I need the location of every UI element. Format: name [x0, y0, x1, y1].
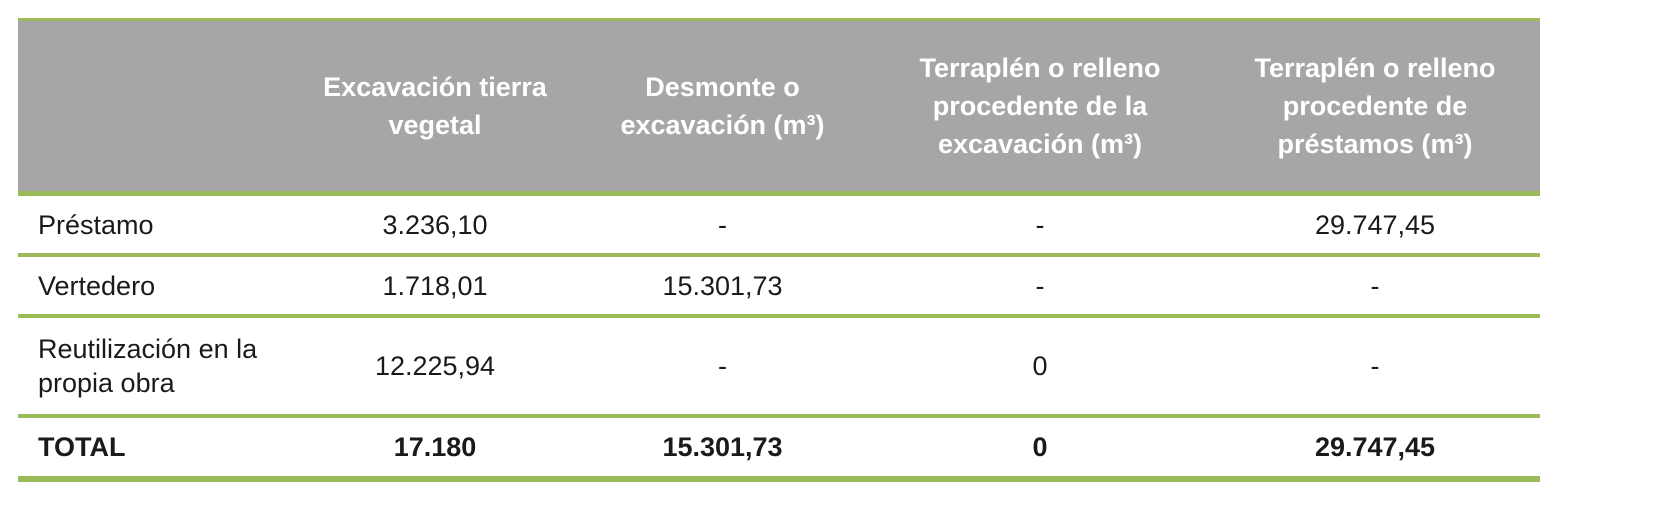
column-header: Terraplén o relleno procedente de la exc…: [870, 18, 1210, 196]
row-label: Reutilización en la propia obra: [18, 316, 295, 418]
row-label: Préstamo: [18, 193, 295, 257]
column-header: Terraplén o relleno procedente de présta…: [1210, 18, 1540, 196]
cell: 3.236,10: [295, 193, 575, 257]
cell: 15.301,73: [575, 416, 870, 482]
table-row: Reutilización en la propia obra 12.225,94…: [18, 316, 1540, 418]
cell: -: [1210, 255, 1540, 318]
cell: -: [575, 316, 870, 418]
header-corner: [18, 18, 295, 196]
cell: -: [1210, 316, 1540, 418]
data-table: Excavación tierra vegetal Desmonte o exca…: [18, 18, 1540, 482]
cell: 15.301,73: [575, 255, 870, 318]
cell: 0: [870, 316, 1210, 418]
total-row: TOTAL 17.180 15.301,73 0 29.747,45: [18, 416, 1540, 482]
table-row: Préstamo 3.236,10- -29.747,45: [18, 193, 1540, 257]
cell: 12.225,94: [295, 316, 575, 418]
cell: -: [870, 255, 1210, 318]
cell: 1.718,01: [295, 255, 575, 318]
column-header: Desmonte o excavación (m³): [575, 18, 870, 196]
cell: -: [575, 193, 870, 257]
cell: -: [870, 193, 1210, 257]
cell: 17.180: [295, 416, 575, 482]
row-label: Vertedero: [18, 255, 295, 318]
cell: 29.747,45: [1210, 416, 1540, 482]
row-label: TOTAL: [18, 416, 295, 482]
table-body: Préstamo 3.236,10- -29.747,45 Vertedero 1.71…: [18, 193, 1540, 482]
header-row: Excavación tierra vegetal Desmonte o exca…: [18, 18, 1540, 196]
cell: 0: [870, 416, 1210, 482]
column-header: Excavación tierra vegetal: [295, 18, 575, 196]
table-row: Vertedero 1.718,01 15.301,73- -: [18, 255, 1540, 318]
cell: 29.747,45: [1210, 193, 1540, 257]
